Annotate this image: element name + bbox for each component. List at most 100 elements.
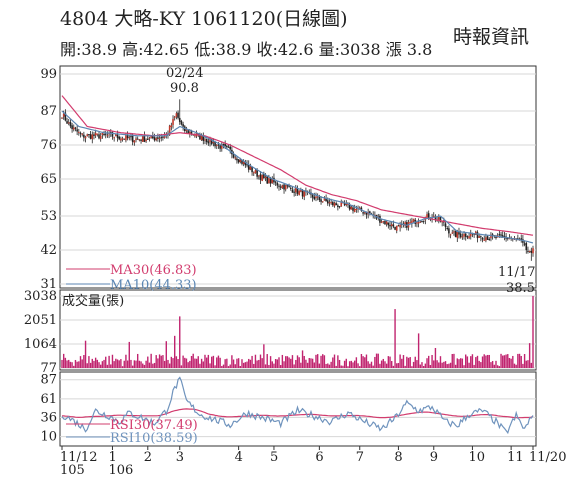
volume-panel-title: 成交量(張) <box>62 293 124 309</box>
volume-bar <box>219 357 221 368</box>
volume-bar <box>375 353 378 368</box>
candle-body <box>439 217 442 222</box>
candle-body <box>325 198 327 202</box>
volume-bar <box>251 355 253 368</box>
candle-body <box>345 203 348 205</box>
candle-body <box>384 221 386 225</box>
candle-body <box>390 224 393 226</box>
candle-body <box>363 212 366 214</box>
volume-bar <box>263 344 265 368</box>
candle-body <box>123 138 126 140</box>
candle-body <box>389 225 391 227</box>
candle-body <box>298 190 300 196</box>
price-tick-label: 53 <box>40 209 57 224</box>
volume-bar <box>214 365 216 368</box>
candle-body <box>256 169 258 177</box>
candle-body <box>490 234 492 239</box>
volume-bar <box>391 361 393 368</box>
volume-bar <box>530 362 533 368</box>
volume-bar <box>61 359 63 368</box>
volume-bar <box>355 357 358 368</box>
volume-bar <box>441 362 443 368</box>
candle-body <box>66 121 68 124</box>
volume-bar <box>409 357 411 368</box>
candle-body <box>79 132 82 134</box>
candle-body <box>162 136 164 138</box>
volume-bars <box>61 296 534 368</box>
candle-body <box>421 221 423 223</box>
candle-body <box>187 130 189 134</box>
candle-body <box>116 134 119 138</box>
candle-body <box>476 232 479 239</box>
candle-body <box>365 211 368 215</box>
month-tick-label: 3 <box>176 450 184 465</box>
candle-body <box>125 135 127 141</box>
candle-body <box>212 142 215 144</box>
volume-bar <box>172 358 174 368</box>
candle-body <box>185 129 188 131</box>
candle-body <box>199 133 201 140</box>
volume-bar <box>505 354 507 368</box>
volume-bar <box>396 363 398 368</box>
volume-bar <box>158 354 161 368</box>
volume-bar <box>311 358 314 368</box>
volume-bar <box>327 363 329 368</box>
candle-body <box>61 117 63 119</box>
volume-bar <box>205 357 208 368</box>
candle-body <box>141 136 144 142</box>
volume-bar <box>320 355 322 368</box>
candle-body <box>501 235 504 237</box>
candle-body <box>466 236 469 238</box>
volume-bar <box>507 354 509 368</box>
candle-body <box>145 139 147 142</box>
volume-bar <box>91 358 93 368</box>
volume-bar <box>167 359 169 368</box>
candle-body <box>207 141 210 144</box>
ma30-legend-label: MA30(46.83) <box>110 263 197 278</box>
candle-body <box>74 127 77 129</box>
candle-body <box>76 129 78 132</box>
volume-bar <box>130 359 132 368</box>
volume-bar <box>152 363 154 368</box>
volume-bar <box>185 358 188 368</box>
month-tick-label: 8 <box>394 450 402 465</box>
volume-bar <box>157 358 159 368</box>
candle-body <box>103 133 105 135</box>
volume-bar <box>323 355 326 368</box>
price-tick-label: 87 <box>40 104 57 119</box>
candle-body <box>104 133 107 135</box>
volume-bar <box>352 362 354 368</box>
candle-body <box>64 112 67 121</box>
candle-body <box>72 127 75 130</box>
volume-bar <box>279 365 282 368</box>
volume-bar <box>136 353 139 368</box>
volume-bar <box>86 363 88 368</box>
candle-body <box>495 236 497 239</box>
volume-bar <box>431 354 433 368</box>
volume-bar <box>259 354 262 368</box>
volume-bar <box>379 363 381 368</box>
ma30-line <box>61 95 534 236</box>
volume-bar <box>73 365 75 368</box>
volume-bar <box>71 362 73 368</box>
candle-body <box>338 206 341 208</box>
volume-bar <box>491 360 494 368</box>
candle-body <box>337 205 339 207</box>
volume-bar <box>231 355 233 368</box>
volume-bar <box>242 362 245 368</box>
volume-bar <box>490 362 492 368</box>
volume-bar <box>348 361 351 368</box>
volume-bar <box>335 365 337 368</box>
candle-body <box>295 187 297 193</box>
candle-body <box>411 220 413 224</box>
volume-bar <box>444 361 447 368</box>
candle-body <box>289 187 292 189</box>
volume-bar <box>293 364 295 368</box>
candle-body <box>173 116 176 119</box>
candle-body <box>385 221 388 225</box>
volume-bar <box>261 358 263 368</box>
volume-bar <box>194 358 196 368</box>
volume-bar <box>211 356 213 368</box>
candle-body <box>241 160 243 164</box>
volume-bar <box>461 358 464 368</box>
